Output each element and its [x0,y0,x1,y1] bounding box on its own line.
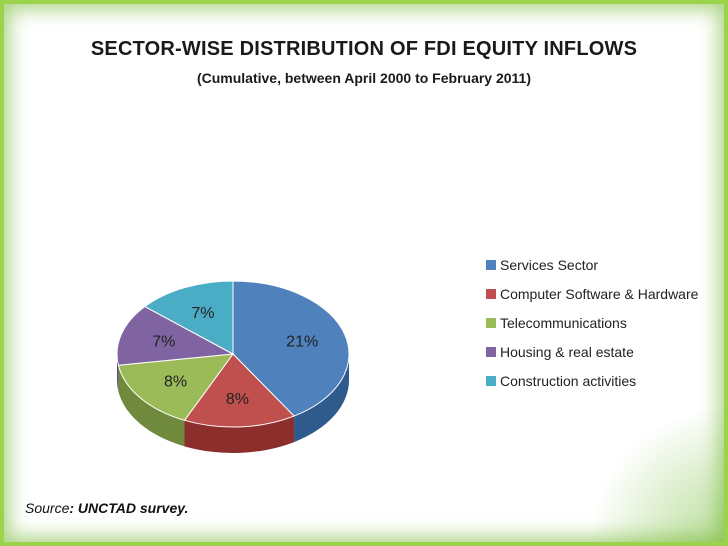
pie-slice-1 [183,353,295,428]
legend-swatch [486,317,496,328]
source-text: : UNCTAD survey. [69,500,189,516]
legend-swatch [486,259,496,270]
pie-slice-2 [117,353,235,421]
legend-swatch [486,346,496,357]
legend-label: Housing & real estate [500,343,634,360]
legend-item: Construction activities [486,366,698,395]
chart-subtitle: (Cumulative, between April 2000 to Febru… [196,70,532,86]
legend-label: Computer Software & Hardware [500,285,699,302]
pie-sides [117,354,349,454]
source-note: Source: UNCTAD survey. [25,500,188,516]
chart-title: SECTOR-WISE DISTRIBUTION OF FDI EQUITY I… [90,38,638,60]
pie-side-2 [118,365,185,447]
pie-slice-0 [232,280,350,417]
source-prefix: Source [25,500,70,516]
pie-slice-3 [116,305,235,366]
pie-label-2: 8% [164,373,187,390]
legend-item: Services Sector [486,250,698,279]
pie-side-3 [117,354,119,392]
legend-label: Telecommunications [500,314,627,331]
legend-item: Housing & real estate [486,337,698,366]
legend-item: Telecommunications [486,308,698,337]
pie-side-1 [184,416,295,454]
pie-labels: 21% 8% 8% 7% 7% [152,305,318,408]
pie-side-0 [294,354,349,443]
legend-item: Computer Software & Hardware [486,279,698,308]
pie-label-4: 7% [191,305,214,322]
pie-tops [116,280,350,428]
pie-slice-4 [143,280,234,355]
legend-label: Construction activities [500,372,637,389]
pie-label-3: 7% [152,334,175,351]
chart-legend: Services Sector Computer Software & Hardw… [486,250,698,395]
pie-label-1: 8% [226,391,249,408]
legend-swatch [486,375,496,386]
pie-label-0: 21% [286,334,318,351]
legend-label: Services Sector [500,256,599,273]
legend-swatch [486,288,496,299]
